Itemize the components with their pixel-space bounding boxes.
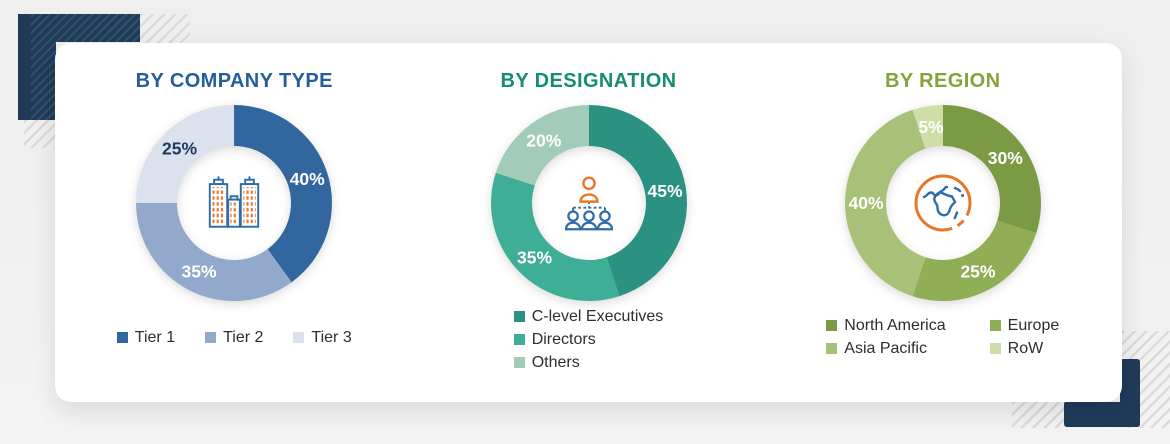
legend-item: C-level Executives [513, 305, 664, 328]
segment-value-label: 25% [960, 262, 995, 282]
donut-segment [495, 105, 589, 186]
legend-label: C-level Executives [531, 308, 664, 325]
segment-value-label: 20% [526, 131, 561, 151]
legend-item: North America [826, 314, 946, 337]
segment-value-label: 5% [918, 117, 944, 137]
donut-chart: 40% 35% 25% [136, 105, 333, 301]
segment-value-label: 30% [988, 148, 1023, 168]
donut-segment [490, 172, 619, 301]
donut-segment [234, 105, 333, 283]
legend-swatch [513, 334, 525, 345]
legend-label: North America [844, 317, 946, 334]
donut-designation: 45% 35% 20% [489, 103, 689, 303]
legend-item: Others [513, 351, 580, 374]
legend-swatch [989, 343, 1001, 354]
corner-decoration-bottom-right-column [1120, 359, 1140, 427]
legend-item: Tier 1 [116, 326, 176, 349]
donut-segment [942, 105, 1041, 234]
donut-company-type: 40% 35% 25% [134, 103, 334, 303]
legend-item: Tier 3 [293, 326, 352, 349]
legend-swatch [116, 332, 128, 343]
legend-item: Tier 2 [205, 326, 263, 349]
chart-title-region: BY REGION [885, 70, 1001, 92]
legend-label: Europe [1007, 317, 1060, 334]
legend-swatch [513, 311, 525, 322]
legend-swatch [989, 320, 1001, 331]
chart-designation: BY DESIGNATION 45% 35% 20% [414, 70, 764, 374]
globe-icon [911, 171, 975, 235]
legend-label: RoW [1007, 340, 1044, 357]
legend-designation: C-level Executives Directors Others [513, 305, 664, 374]
segment-value-label: 35% [517, 247, 552, 267]
stripe-pattern-bottom-right-left [1012, 402, 1064, 428]
segment-value-label: 45% [647, 181, 682, 201]
legend-item: Directors [513, 328, 596, 351]
segment-value-label: 40% [290, 169, 325, 189]
segment-value-label: 40% [848, 193, 883, 213]
chart-title-company-type: BY COMPANY TYPE [135, 70, 333, 92]
donut-segment [136, 105, 235, 203]
donut-segment [588, 105, 687, 297]
charts-card: BY COMPANY TYPE 40% 35% 25% [55, 43, 1122, 402]
donut-chart: 45% 35% 20% [490, 105, 687, 301]
legend-swatch [513, 357, 525, 368]
chart-region: BY REGION 30% 25% 40% 5% [768, 70, 1118, 360]
legend-region: North America Europe Asia Pacific RoW [826, 314, 1059, 360]
stripe-pattern-left [24, 120, 56, 148]
donut-segment [912, 220, 1036, 301]
legend-swatch [293, 332, 305, 343]
buildings-icon [202, 171, 266, 235]
legend-swatch [826, 343, 838, 354]
chart-title-designation: BY DESIGNATION [500, 70, 677, 92]
donut-region: 30% 25% 40% 5% [843, 103, 1043, 303]
legend-label: Tier 3 [311, 329, 352, 346]
legend-swatch [826, 320, 838, 331]
stripe-pattern-top-left [140, 14, 190, 43]
org-chart-icon [557, 171, 621, 235]
donut-segment [136, 203, 292, 301]
segment-value-label: 25% [162, 139, 197, 159]
donut-chart: 30% 25% 40% 5% [844, 105, 1041, 301]
legend-label: Others [531, 354, 580, 371]
donut-segment [912, 105, 943, 149]
corner-decoration-top-left-edge [18, 14, 31, 120]
legend-label: Directors [531, 331, 596, 348]
legend-item: Europe [989, 314, 1060, 337]
legend-label: Asia Pacific [844, 340, 927, 357]
legend-item: Asia Pacific [826, 337, 945, 360]
legend-item: RoW [989, 337, 1060, 360]
chart-company-type: BY COMPANY TYPE 40% 35% 25% [59, 70, 409, 349]
legend-label: Tier 1 [134, 329, 176, 346]
legend-company-type: Tier 1 Tier 2 Tier 3 [116, 326, 352, 349]
legend-label: Tier 2 [223, 329, 264, 346]
donut-segment [844, 109, 926, 297]
segment-value-label: 35% [182, 262, 217, 282]
legend-swatch [205, 332, 217, 343]
